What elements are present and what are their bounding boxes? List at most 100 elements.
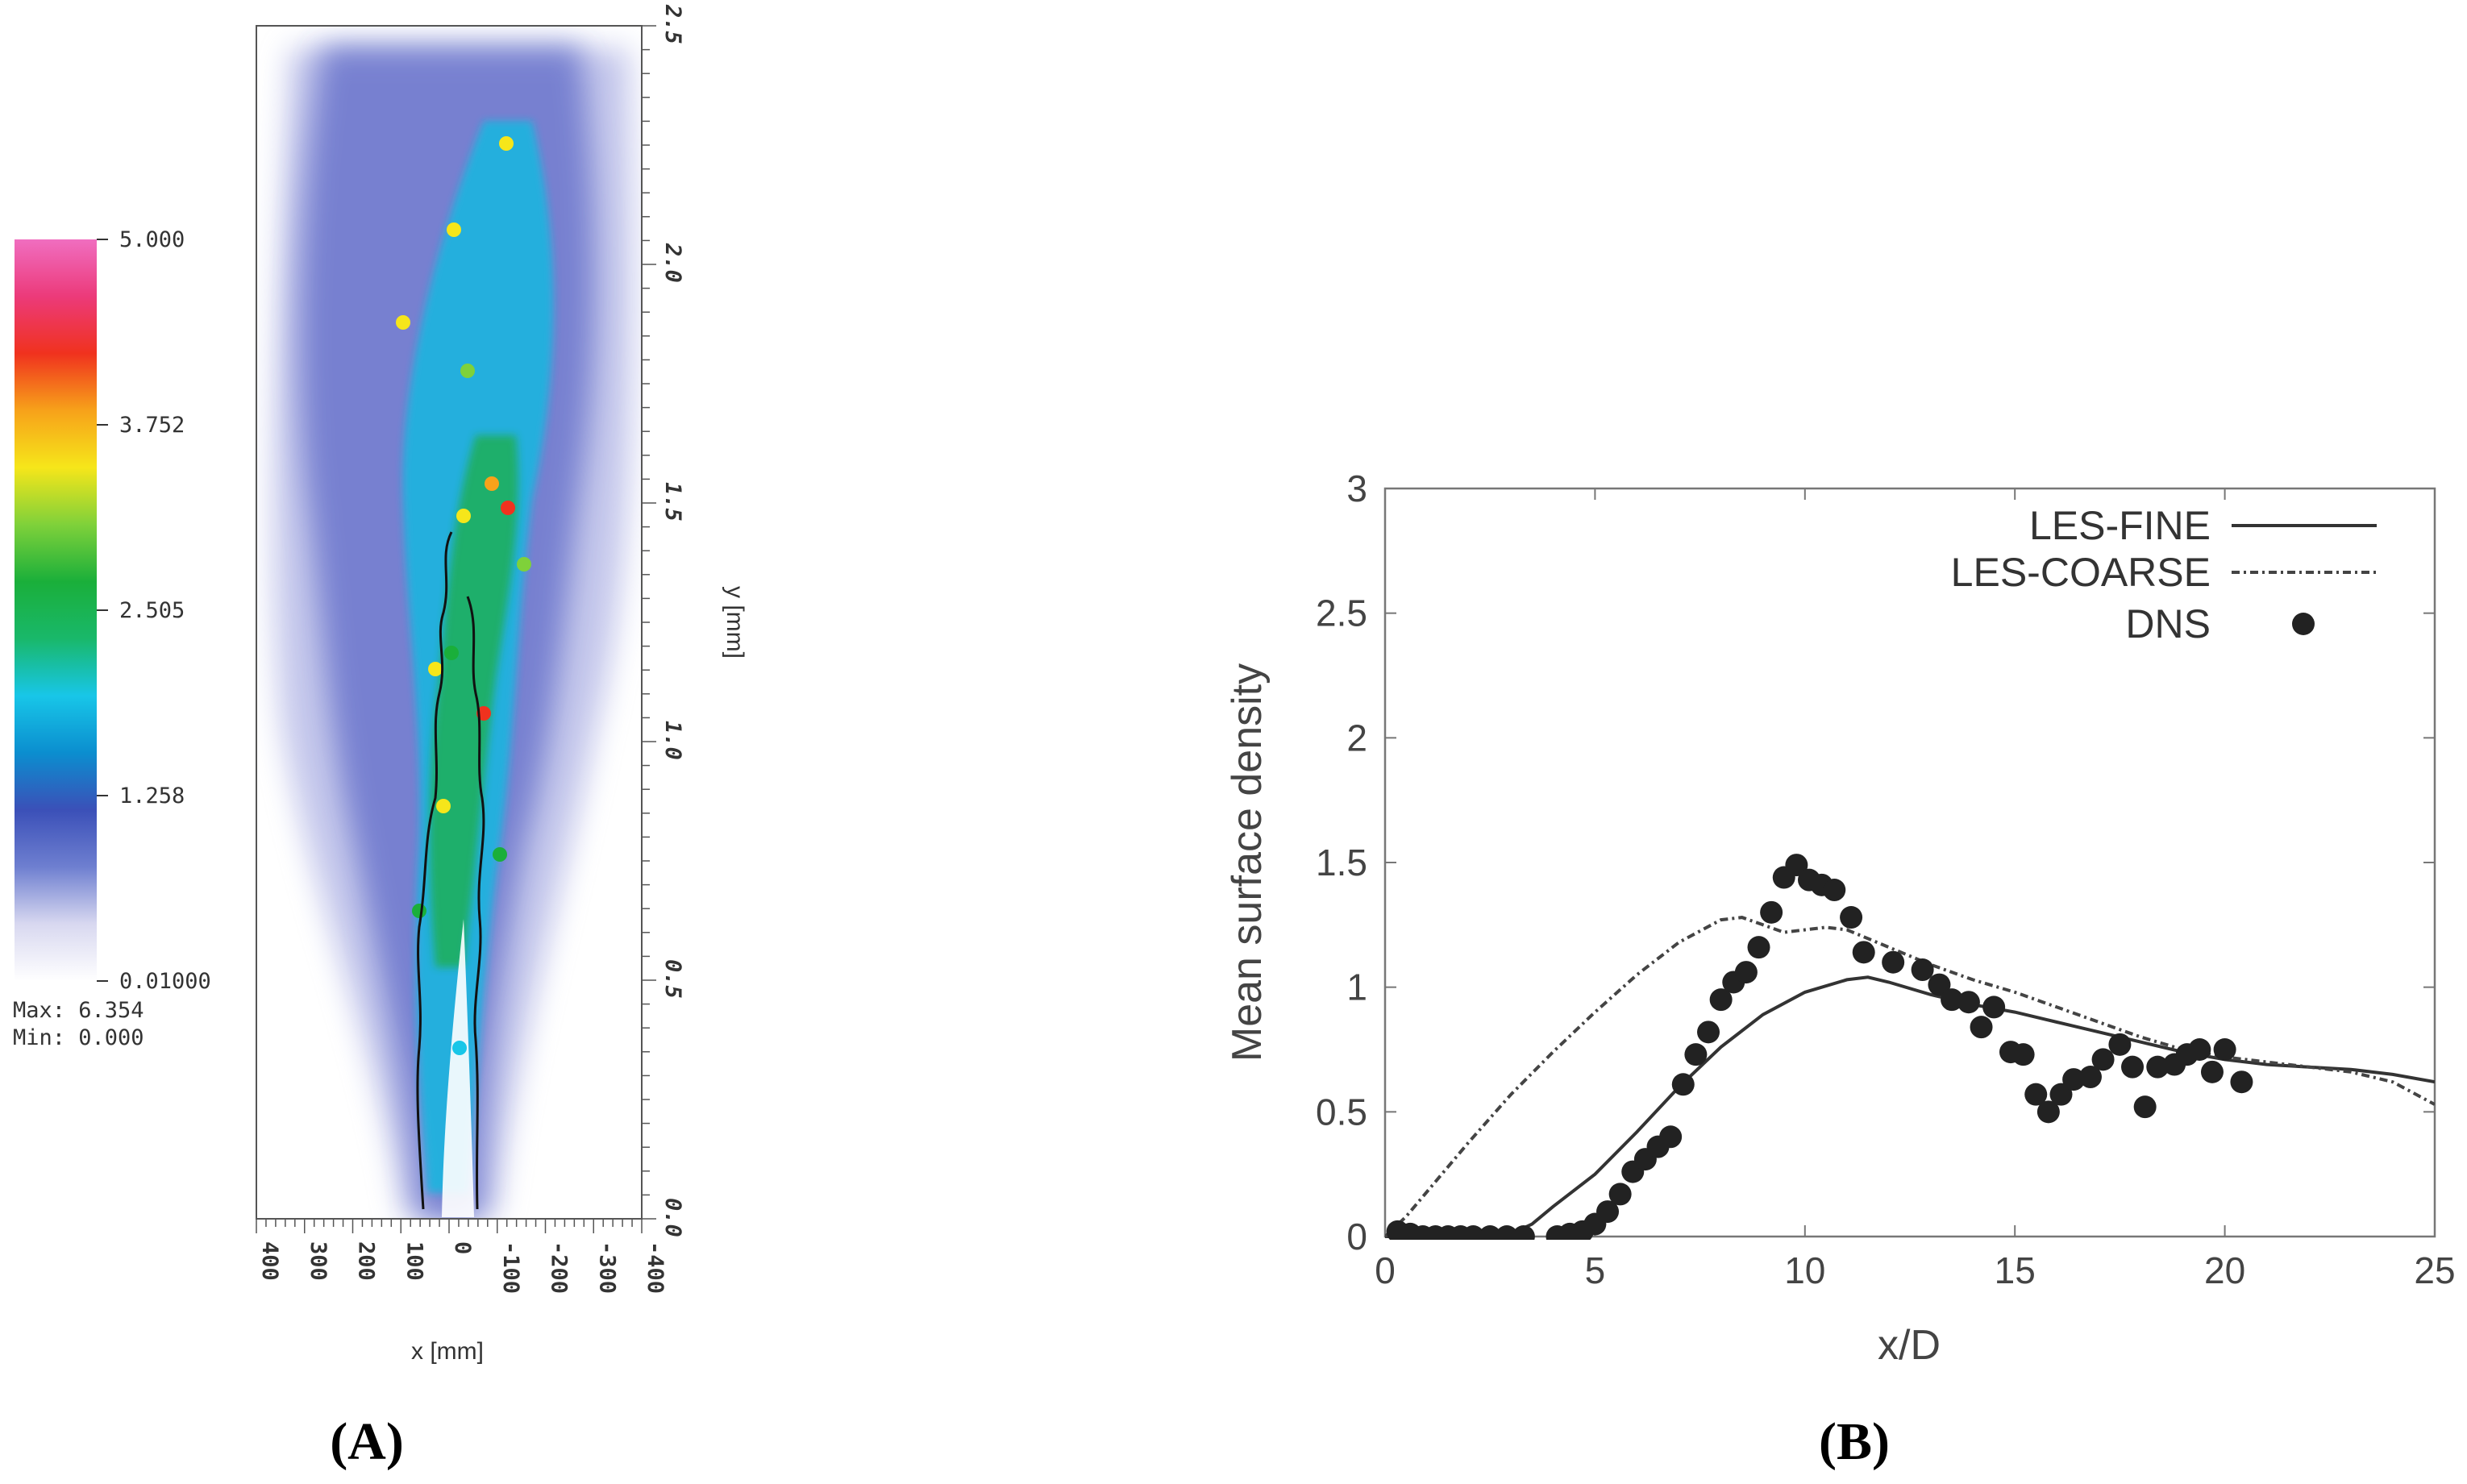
x-tick-label: 200 [354,1241,379,1281]
x-tick-label: 10 [1784,1249,1825,1291]
legend-marker-dns [2292,613,2315,635]
hotspot [452,1041,467,1055]
dns-point [2108,1033,2132,1056]
dns-point [2133,1095,2157,1119]
dns-point [1911,958,1934,982]
dns-point [1608,1183,1632,1206]
dns-point [2011,1043,2035,1066]
panel-b-series [1385,854,2435,1240]
dns-point [1596,1200,1620,1224]
y-tick-label: 2.5 [660,4,685,44]
legend-label-les-coarse: LES-COARSE [1951,550,2211,595]
x-tick-label: 0 [1375,1249,1396,1291]
dns-point [2121,1055,2145,1079]
x-tick-label: -300 [594,1241,619,1294]
dns-point [1882,950,1905,974]
dns-point [1684,1043,1708,1066]
dns-point [2213,1038,2236,1061]
hotspot [501,501,515,515]
panel-b-ylabel: Mean surface density [1224,663,1271,1062]
y-tick-label: 0.5 [660,959,685,999]
legend-label-les-fine: LES-FINE [2029,503,2211,548]
dns-point [2036,1100,2060,1124]
y-tick-label: 1.5 [660,482,685,522]
hotspot [436,799,451,813]
dns-point [2230,1070,2253,1094]
x-tick-label: -100 [498,1241,523,1294]
dns-point [1697,1021,1720,1044]
y-tick-label: 2.0 [660,243,685,283]
dns-point [1734,961,1758,984]
dns-point [1823,879,1846,902]
series-dns [1386,854,2253,1240]
x-tick-label: -200 [547,1241,572,1294]
x-tick-label: 400 [257,1241,282,1281]
y-tick-label: 1.5 [1316,842,1367,883]
colorbar: 5.000 3.752 2.505 1.258 0.01000 Max: 6.354 M… [13,227,211,1050]
dns-point [2091,1048,2115,1071]
flame-contour-right [466,596,485,1210]
panel-b-xlabel: x/D [1878,1322,1941,1369]
x-tick-label: 300 [306,1241,331,1281]
dns-point [1957,991,1980,1014]
x-tick-label: 0 [450,1241,475,1254]
plume-field [273,48,634,1217]
dns-point [1671,1073,1695,1096]
dns-point [2049,1083,2073,1106]
y-tick-label: 1 [1346,966,1367,1008]
hotspot [447,222,461,237]
jet-core [442,919,474,1217]
colorbar-tick-label: 1.258 [119,784,185,809]
panel-a-ylabel: y [mm] [722,586,748,659]
y-tick-label: 0.0 [660,1198,685,1237]
plot-area [1383,487,2436,1238]
y-tick-label: 0 [1346,1216,1367,1257]
panel-b-label: (B) [1819,1412,1890,1471]
dns-point [2200,1060,2224,1083]
dns-point [1709,988,1733,1012]
colorbar-tick-label: 2.505 [119,598,185,623]
hotspots [396,136,531,1055]
colorbar-max-label: Max: 6.354 [13,998,144,1023]
y-tick-label: 1.0 [660,721,685,760]
contour-plot: 400 300 200 100 0 -100 -200 -300 -400 0.0 0.5 1.0 1… [256,4,748,1365]
dns-point [1747,936,1770,959]
x-tick-label: 25 [2414,1249,2455,1291]
dns-point [2188,1038,2211,1061]
legend-label-dns: DNS [2125,601,2211,646]
dns-point [2024,1083,2048,1106]
colorbar-gradient [15,239,97,981]
y-tick-label: 2.5 [1316,592,1367,634]
panel-a-y-axis: 0.0 0.5 1.0 1.5 2.0 2.5 [642,4,685,1237]
flame-contour-left [416,531,453,1210]
hotspot [460,364,475,378]
dns-point [1852,941,1875,964]
plume-core-green [430,435,518,967]
hotspot [499,136,514,151]
dns-point [1928,973,1951,996]
dns-point [1941,988,1964,1012]
hotspot [456,509,471,523]
y-tick-label: 3 [1346,468,1367,509]
panel-b-axes: 0 5 10 15 20 25 0 0.5 1 1.5 2 2.5 3 [1316,468,2456,1291]
y-tick-label: 2 [1346,717,1367,759]
x-tick-label: -400 [643,1241,668,1294]
colorbar-tick-label: 3.752 [119,413,185,438]
panel-a-label: (A) [330,1412,404,1471]
dns-point [1659,1125,1683,1149]
y-tick-label: 0.5 [1316,1091,1367,1133]
dns-point [2146,1055,2170,1079]
colorbar-tick-label: 0.01000 [119,969,211,994]
dns-point [2062,1068,2086,1091]
colorbar-tick-label: 5.000 [119,227,185,252]
x-tick-label: 20 [2204,1249,2245,1291]
dns-point [1970,1016,1993,1039]
panel-b: 0 5 10 15 20 25 0 0.5 1 1.5 2 2.5 3 LES-FINELES-COAR… [1224,468,2456,1471]
dns-point [1840,906,1863,929]
dns-point [1982,996,2006,1019]
hotspot [396,315,410,330]
hotspot [517,557,531,572]
